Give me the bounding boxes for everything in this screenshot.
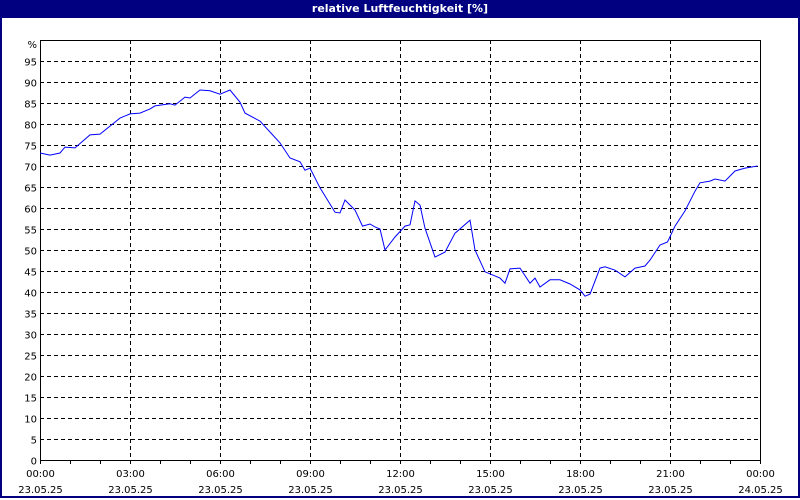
- x-tick-date-label: 23.05.25: [468, 485, 513, 496]
- y-tick-label: 75: [24, 142, 37, 153]
- y-tick-label: 30: [24, 331, 37, 342]
- y-axis-ticks: 0 5 10 15 20 25 30 35 40 45 50 55 60 65 70 75 80 85 90 95: [24, 58, 37, 468]
- y-tick-label: 50: [24, 247, 37, 258]
- y-tick-label: 0: [31, 457, 37, 468]
- x-tick-date-label: 23.05.25: [18, 485, 63, 496]
- y-tick-label: 60: [24, 205, 37, 216]
- grid: [40, 40, 760, 460]
- x-tick-date-label: 23.05.25: [198, 485, 243, 496]
- y-tick-label: 35: [24, 310, 37, 321]
- y-tick-label: 15: [24, 394, 37, 405]
- y-tick-label: 45: [24, 268, 37, 279]
- y-tick-label: 70: [24, 163, 37, 174]
- x-tick-date-label: 23.05.25: [558, 485, 603, 496]
- humidity-line: [39, 89, 758, 297]
- y-tick-label: 65: [24, 184, 37, 195]
- x-tick-date-label: 23.05.25: [648, 485, 693, 496]
- y-tick-label: 95: [24, 58, 37, 69]
- x-tick-time-label: 03:00: [116, 469, 145, 480]
- y-tick-label: 40: [24, 289, 37, 300]
- y-tick-label: 80: [24, 121, 37, 132]
- y-tick-label: 5: [31, 436, 37, 447]
- y-tick-label: 20: [24, 373, 37, 384]
- x-tick-date-label: 23.05.25: [108, 485, 153, 496]
- y-unit-label: %: [27, 40, 37, 51]
- x-tick-date-label: 24.05.25: [738, 485, 783, 496]
- x-tick-date-label: 23.05.25: [288, 485, 333, 496]
- x-tick-time-label: 15:00: [476, 469, 505, 480]
- x-tick-date-label: 23.05.25: [378, 485, 423, 496]
- x-axis-ticks: 00:00 23.05.25 03:00 23.05.25 06:00 23.05.25 0…: [18, 460, 783, 496]
- y-tick-label: 10: [24, 415, 37, 426]
- y-tick-label: 90: [24, 79, 37, 90]
- x-tick-time-label: 00:00: [746, 469, 775, 480]
- x-tick-time-label: 18:00: [566, 469, 595, 480]
- x-tick-time-label: 12:00: [386, 469, 415, 480]
- x-tick-time-label: 21:00: [656, 469, 685, 480]
- x-tick-time-label: 00:00: [26, 469, 55, 480]
- x-tick-time-label: 06:00: [206, 469, 235, 480]
- chart-title: relative Luftfeuchtigkeit [%]: [2, 0, 798, 18]
- y-tick-label: 55: [24, 226, 37, 237]
- y-tick-label: 25: [24, 352, 37, 363]
- y-tick-label: 85: [24, 100, 37, 111]
- x-tick-time-label: 09:00: [296, 469, 325, 480]
